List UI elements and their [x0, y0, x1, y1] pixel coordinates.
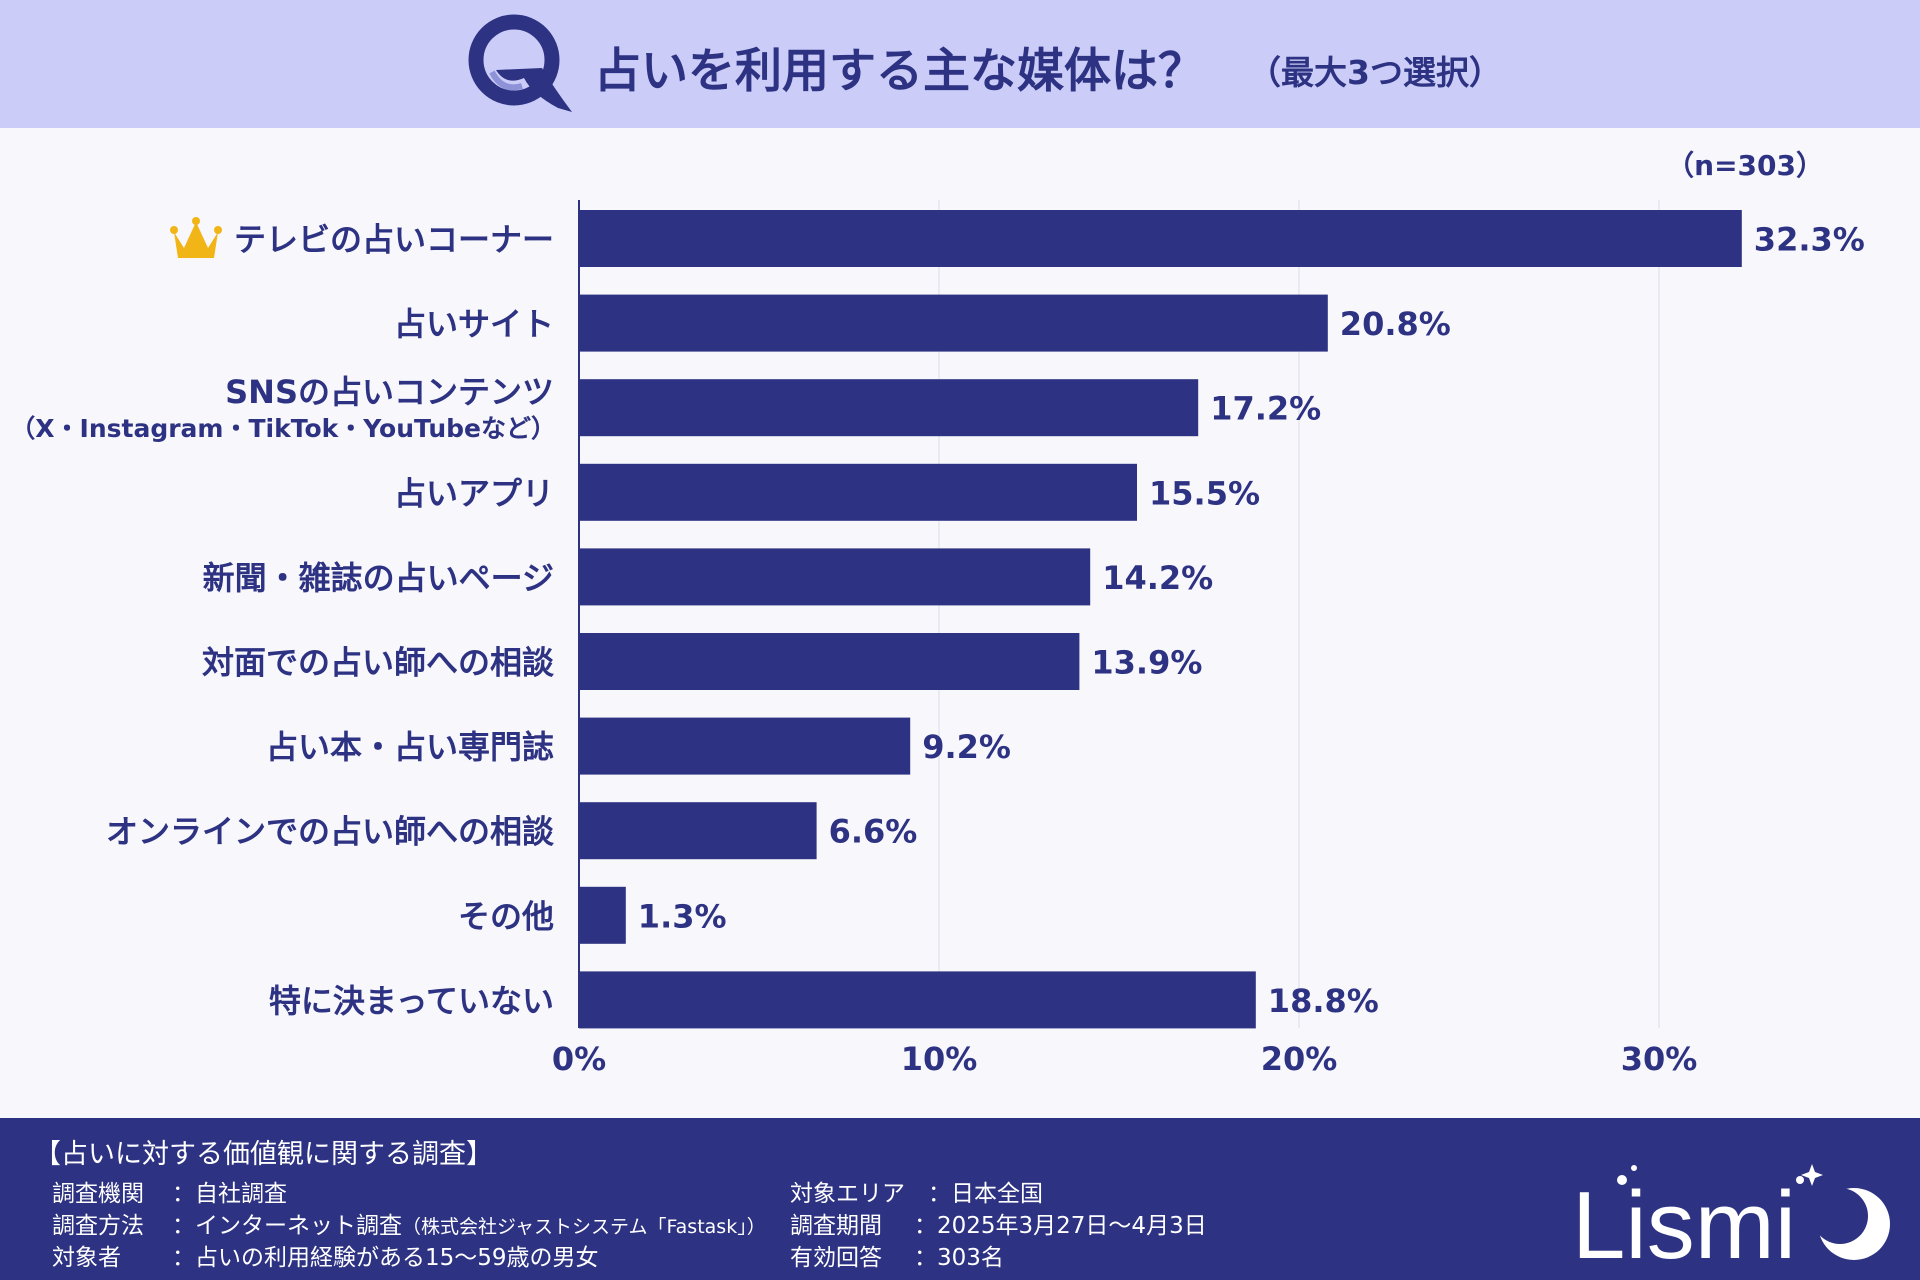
x-tick-label: 0%: [552, 1040, 606, 1078]
footer-value: ：占いの利用経験がある15〜59歳の男女: [172, 1245, 599, 1271]
footer-value: ：インターネット調査: [172, 1213, 402, 1239]
brand-logo-text: Lismi: [1572, 1172, 1796, 1270]
footer-key: 対象エリア: [790, 1181, 905, 1207]
category-label: 新聞・雑誌の占いページ: [203, 559, 554, 597]
x-tick-label: 20%: [1261, 1040, 1338, 1078]
category-label: 特に決まっていない: [269, 982, 554, 1020]
bar-value-label: 13.9%: [1091, 644, 1202, 682]
question-title: 占いを利用する主な媒体は？: [594, 44, 1205, 99]
sparkle-icon: [1617, 1164, 1823, 1186]
footer-row-organization: 調査機関 ：自社調査: [52, 1174, 287, 1208]
x-tick-label: 10%: [901, 1040, 978, 1078]
footer-key: 調査機関: [52, 1181, 144, 1207]
footer-value: ：303名: [914, 1245, 1004, 1271]
footer-value: ：日本全国: [928, 1181, 1043, 1207]
question-header: 占いを利用する主な媒体は？ （最大3つ選択）: [0, 0, 1920, 128]
category-label: その他: [458, 897, 554, 935]
bar: [579, 463, 1137, 521]
bar-value-label: 20.8%: [1340, 305, 1451, 343]
bar-value-label: 14.2%: [1102, 559, 1213, 597]
category-sublabel: （X・Instagram・TikTok・YouTubeなど）: [10, 414, 556, 443]
bar-value-label: 9.2%: [922, 728, 1011, 766]
category-label: 占いアプリ: [394, 474, 554, 512]
bar: [579, 379, 1199, 437]
footer-row-target: 対象者 ：占いの利用経験がある15〜59歳の男女: [52, 1238, 599, 1272]
lismi-logo: Lismi: [1572, 1164, 1890, 1270]
category-label: テレビの占いコーナー: [234, 221, 554, 259]
category-label: オンラインでの占い師への相談: [106, 813, 555, 851]
bar: [579, 633, 1080, 690]
bar-value-label: 6.6%: [829, 813, 918, 851]
category-label: 対面での占い師への相談: [202, 644, 555, 682]
bar: [579, 802, 817, 860]
bar: [579, 294, 1328, 352]
q-mark-icon: [468, 14, 572, 112]
footer-value: ：2025年3月27日〜4月3日: [914, 1213, 1207, 1239]
survey-info-footer: 【占いに対する価値観に関する調査】 調査機関 ：自社調査 調査方法 ：インターネット…: [0, 1118, 1920, 1280]
bar: [579, 717, 911, 775]
footer-key: 調査期間: [790, 1213, 882, 1239]
bar-value-label: 1.3%: [638, 897, 727, 935]
bar-value-label: 32.3%: [1754, 221, 1865, 259]
footer-row-method: 調査方法 ：インターネット調査（株式会社ジャストシステム「Fastask」）: [52, 1206, 766, 1240]
x-tick-label: 30%: [1621, 1040, 1698, 1078]
footer-value: ：自社調査: [172, 1181, 287, 1207]
bar-chart: 0% 10% 20% 30% （n=303） 32.3% テレビの占いコーナー 20.8% 占い…: [10, 149, 1865, 1078]
category-label: 占い本・占い専門誌: [266, 728, 554, 766]
bar: [579, 548, 1091, 606]
moon-character-icon: [1812, 1188, 1890, 1260]
bar: [579, 210, 1742, 267]
footer-row-responses: 有効回答 ：303名: [790, 1238, 1004, 1272]
question-subtitle: （最大3つ選択）: [1248, 53, 1502, 92]
footer-key: 調査方法: [52, 1213, 144, 1239]
footer-row-area: 対象エリア ：日本全国: [790, 1174, 1043, 1208]
crown-icon: [170, 217, 222, 258]
survey-title: 【占いに対する価値観に関する調査】: [34, 1139, 493, 1170]
bar-value-label: 15.5%: [1149, 474, 1260, 512]
bar-value-label: 18.8%: [1268, 982, 1379, 1020]
footer-row-period: 調査期間 ：2025年3月27日〜4月3日: [790, 1206, 1207, 1240]
category-label: 占いサイト: [394, 305, 554, 343]
bar: [579, 886, 626, 944]
footer-key: 対象者: [52, 1245, 121, 1271]
footer-key: 有効回答: [790, 1245, 882, 1271]
footer-note: （株式会社ジャストシステム「Fastask」）: [402, 1216, 766, 1238]
bar-value-label: 17.2%: [1210, 390, 1321, 428]
sample-size-label: （n=303）: [1666, 149, 1824, 182]
bar: [579, 971, 1256, 1029]
category-label: SNSの占いコンテンツ: [225, 373, 554, 411]
bar-chart-area: 0% 10% 20% 30% （n=303） 32.3% テレビの占いコーナー 20.8% 占い…: [0, 128, 1920, 1118]
